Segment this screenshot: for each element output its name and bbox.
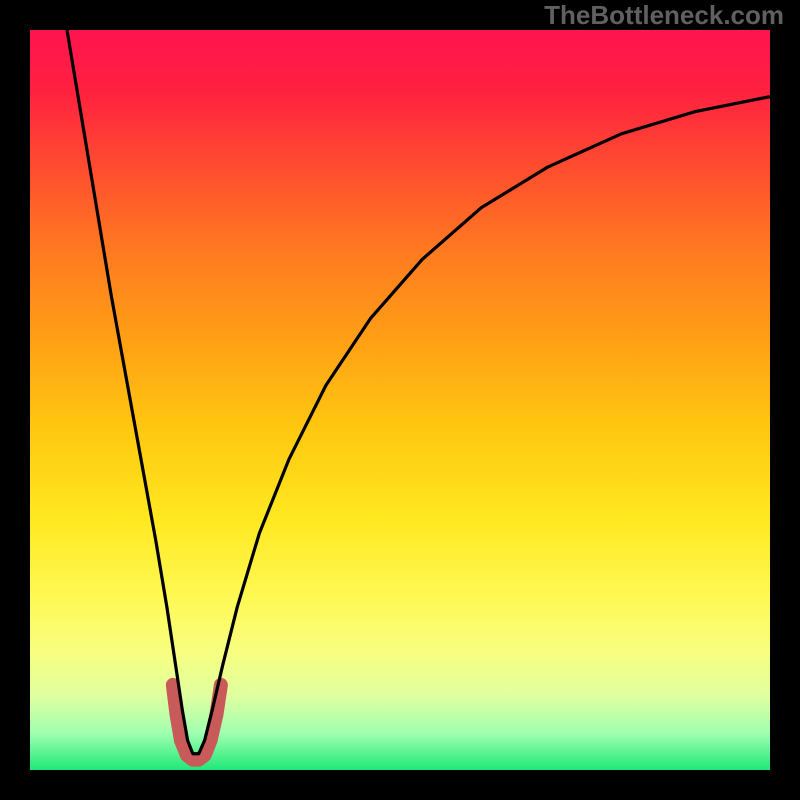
plot-area <box>30 30 770 770</box>
chart-svg <box>30 30 770 770</box>
watermark-text: TheBottleneck.com <box>544 0 784 31</box>
gradient-background <box>30 30 770 770</box>
